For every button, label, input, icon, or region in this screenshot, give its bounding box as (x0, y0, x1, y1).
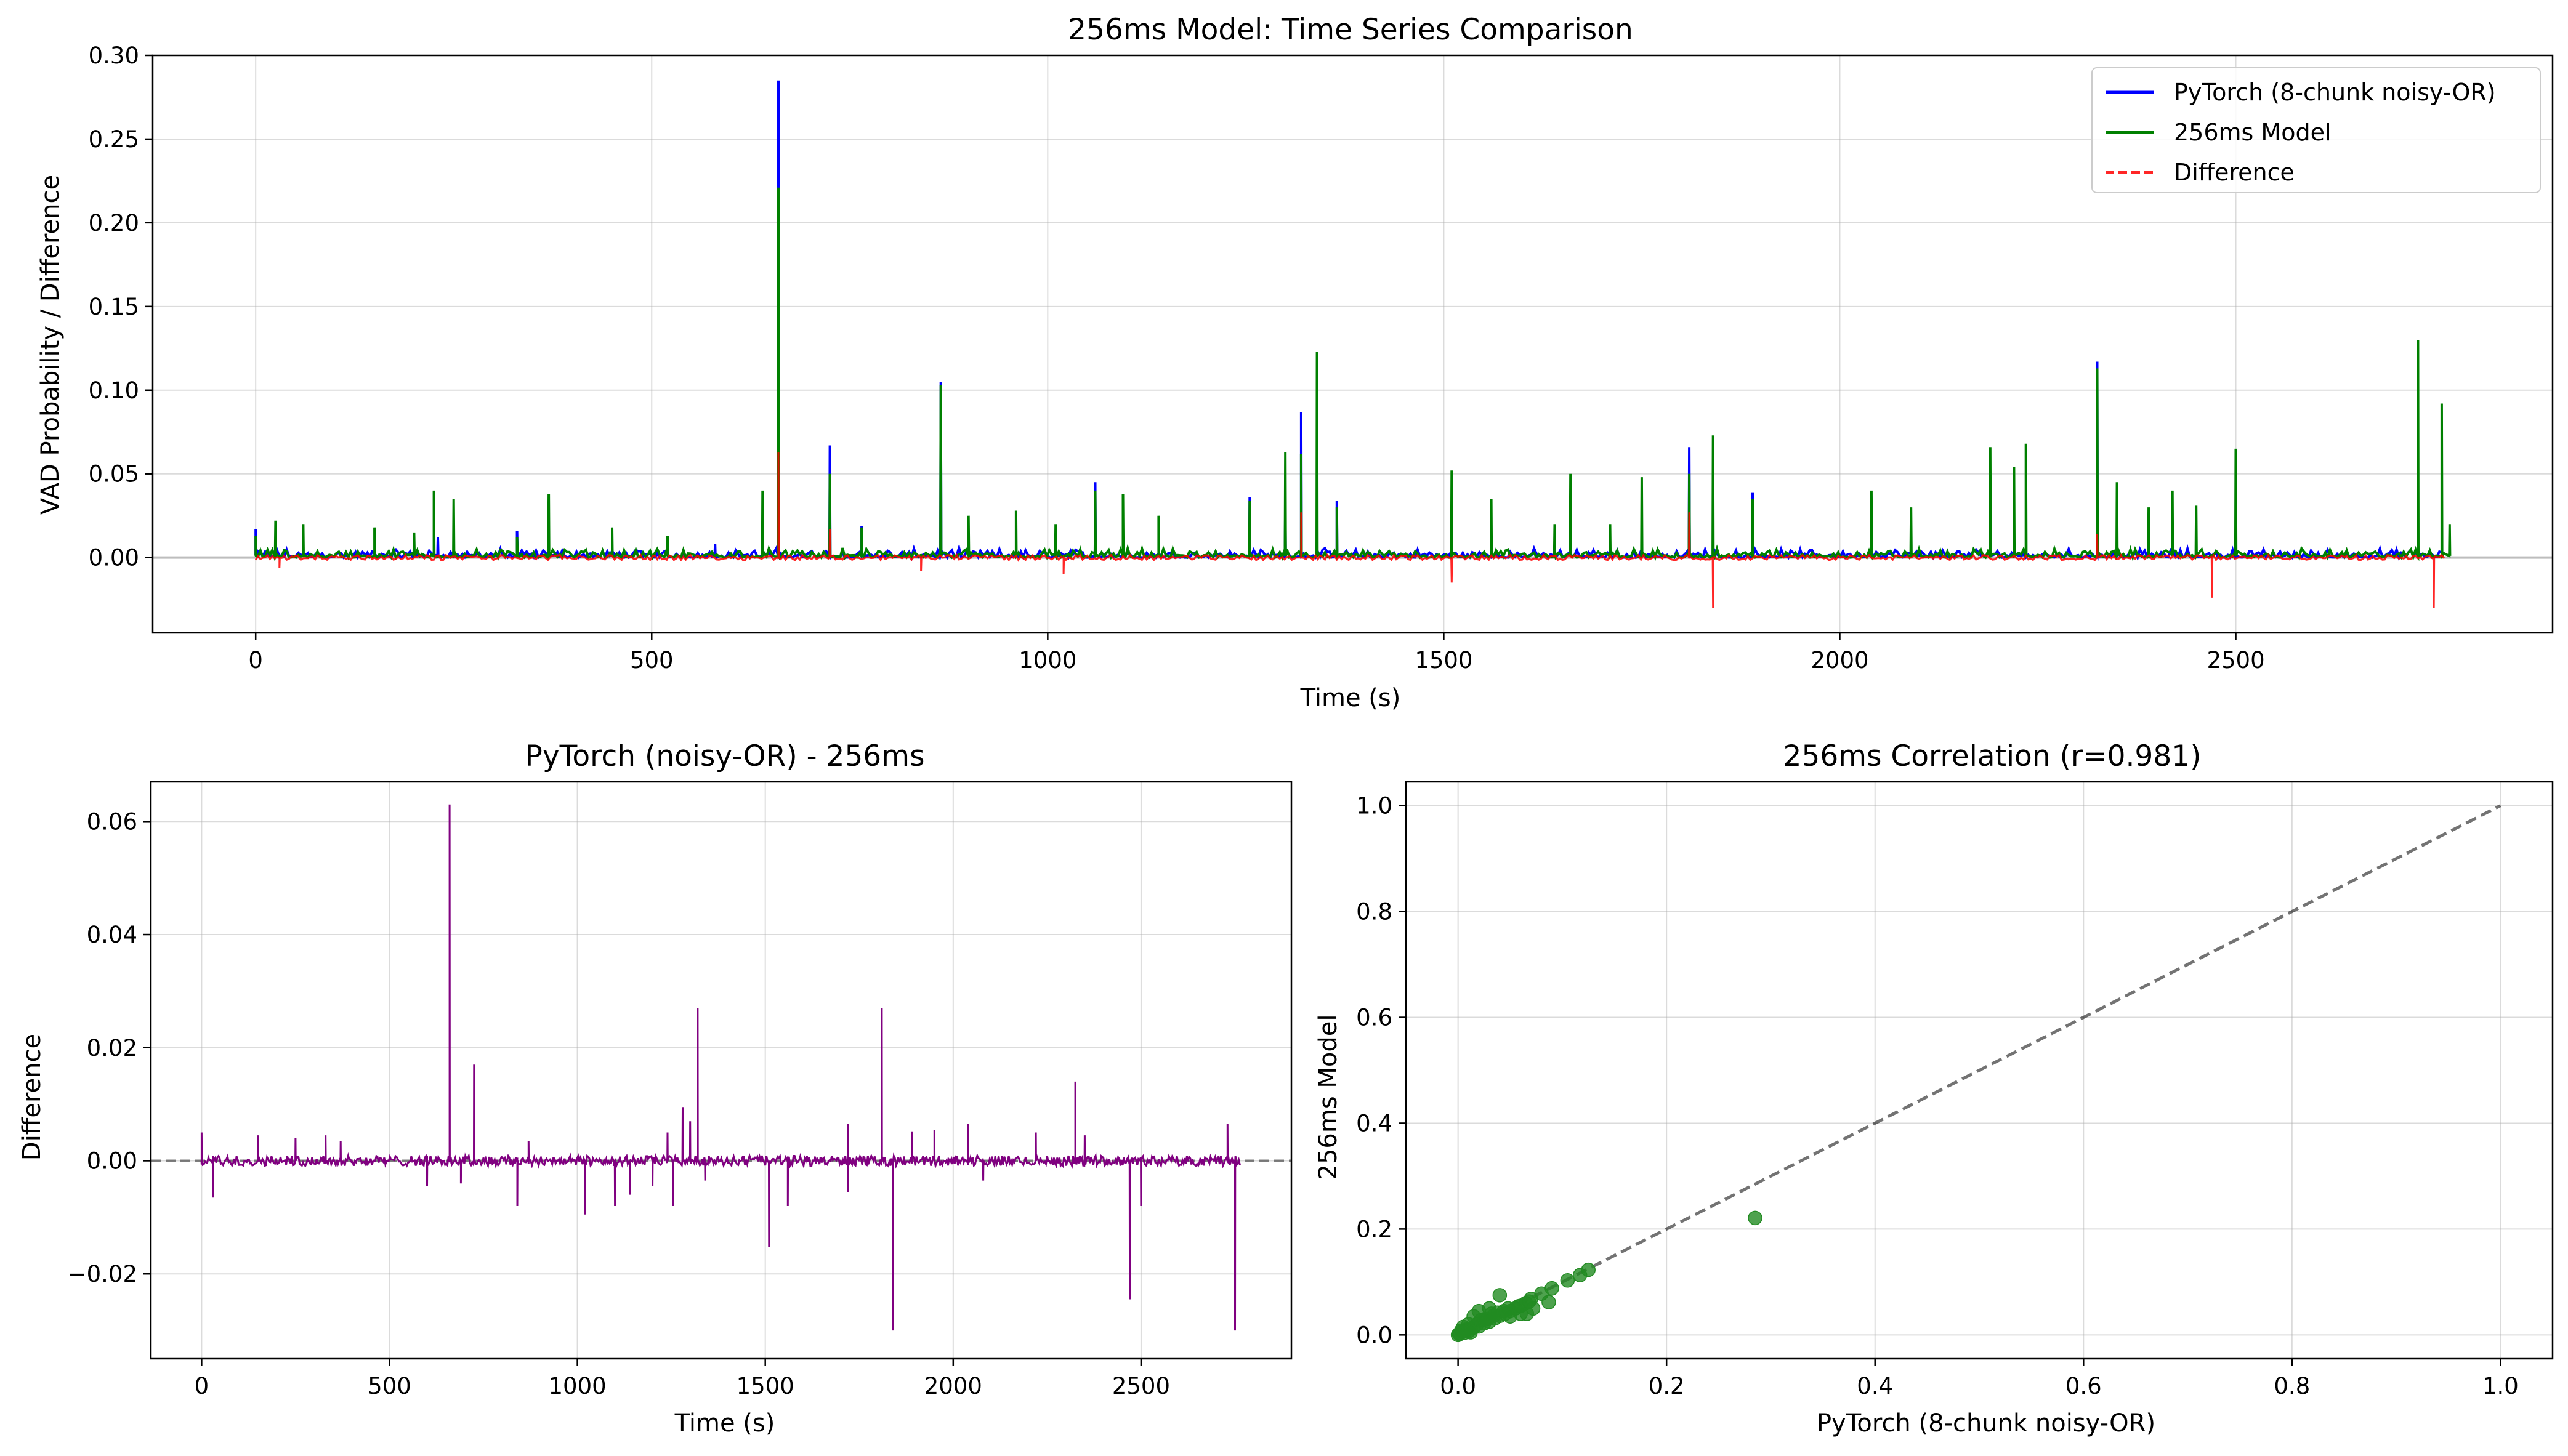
scatter-point (1463, 1325, 1478, 1340)
scatter-point (1492, 1288, 1508, 1303)
x-tick-label: 1.0 (2482, 1373, 2519, 1399)
legend-label: Difference (2174, 159, 2295, 186)
y-tick-label: 0.06 (87, 808, 137, 835)
y-tick-label: 0.00 (89, 545, 139, 571)
y-tick-label: 0.10 (89, 377, 139, 404)
x-tick-label: 0.8 (2274, 1373, 2310, 1399)
correlation-panel: 256ms Correlation (r=0.981) 0.0 0.2 0.4 0.6… (1314, 739, 2554, 1438)
x-tick-label: 2500 (2207, 647, 2264, 674)
x-tick-label: 2000 (1811, 647, 1868, 674)
legend-label: PyTorch (8-chunk noisy-OR) (2174, 79, 2496, 106)
y-tick-label: 1.0 (1356, 793, 1392, 819)
scatter-point (1581, 1262, 1596, 1277)
legend-box (2091, 67, 2541, 193)
difference-title: PyTorch (noisy-OR) - 256ms (525, 739, 925, 773)
y-tick-label: 0.15 (89, 294, 139, 320)
y-tick-label: 0.00 (87, 1148, 137, 1174)
correlation-title: 256ms Correlation (r=0.981) (1783, 739, 2202, 773)
y-tick-label: 0.6 (1356, 1005, 1392, 1031)
series-line-1 (254, 187, 2452, 563)
y-tick-label: 0.05 (89, 461, 139, 488)
x-tick-label: 0.6 (2065, 1373, 2102, 1399)
x-tick-label: 0 (248, 647, 263, 674)
x-tick-label: 0.0 (1440, 1373, 1476, 1399)
x-tick-label: 1000 (549, 1373, 607, 1399)
y-tick-label: 0.04 (87, 922, 137, 948)
y-tick-label: 0.02 (87, 1035, 137, 1061)
x-tick-label: 0.2 (1649, 1373, 1685, 1399)
reference-line (1457, 804, 2501, 1337)
x-tick-label: 1000 (1019, 647, 1076, 674)
x-tick-label: 1500 (737, 1373, 794, 1399)
x-tick-label: 2000 (924, 1373, 982, 1399)
legend: PyTorch (8-chunk noisy-OR) 256ms Model Dif… (2091, 67, 2541, 193)
y-tick-label: 0.8 (1356, 899, 1392, 925)
y-tick-label: −0.02 (68, 1261, 137, 1287)
scatter-point (1541, 1295, 1556, 1309)
time-series-title: 256ms Model: Time Series Comparison (1068, 13, 1633, 47)
correlation-y-label: 256ms Model (1314, 1015, 1343, 1180)
time-series-x-label: Time (s) (1300, 684, 1401, 712)
x-tick-label: 1500 (1415, 647, 1472, 674)
series-line-2 (254, 452, 2445, 608)
x-tick-label: 500 (630, 647, 674, 674)
time-series-panel: 256ms Model: Time Series Comparison 0 500… (36, 13, 2554, 712)
y-tick-label: 0.4 (1356, 1110, 1392, 1136)
scatter-point (1503, 1309, 1518, 1324)
scatter-point (1748, 1210, 1762, 1226)
difference-line (200, 804, 1241, 1331)
correlation-x-label: PyTorch (8-chunk noisy-OR) (1817, 1409, 2155, 1438)
scatter-point (1560, 1273, 1575, 1288)
y-tick-label: 0.30 (89, 42, 139, 69)
difference-y-label: Difference (18, 1034, 46, 1160)
difference-panel: PyTorch (noisy-OR) - 256ms 0 500 1000 1500 2… (18, 739, 1293, 1438)
y-tick-label: 0.20 (89, 210, 139, 236)
time-series-y-label: VAD Probability / Difference (36, 175, 65, 515)
legend-label: 256ms Model (2174, 119, 2332, 146)
y-tick-label: 0.25 (89, 126, 139, 153)
scatter-point (1524, 1292, 1538, 1306)
y-tick-label: 0.0 (1356, 1322, 1392, 1348)
x-tick-label: 0 (195, 1373, 209, 1399)
y-tick-label: 0.2 (1356, 1216, 1392, 1242)
difference-x-label: Time (s) (674, 1409, 775, 1438)
scatter-point (1544, 1281, 1559, 1296)
x-tick-label: 500 (368, 1373, 411, 1399)
x-tick-label: 0.4 (1857, 1373, 1893, 1399)
x-tick-label: 2500 (1112, 1373, 1170, 1399)
